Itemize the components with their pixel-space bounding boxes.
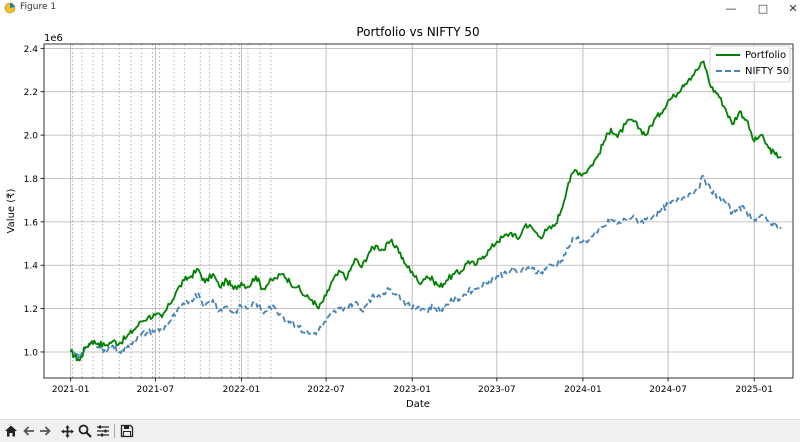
legend: Portfolio NIFTY 50: [709, 45, 791, 83]
series-group: [69, 60, 782, 362]
x-tick-label: 2023-07: [478, 385, 516, 395]
x-tick-label: 2025-01: [735, 385, 773, 395]
y-axis-label: Value (₹): [6, 189, 17, 234]
configure-icon: [97, 425, 109, 437]
x-tick-label: 2022-07: [307, 385, 345, 395]
figure-canvas[interactable]: Portfolio vs NIFTY 50 1e6 2021-01 2021-07…: [0, 17, 800, 419]
save-icon: [120, 424, 134, 438]
grid: [44, 44, 793, 378]
x-ticks: 2021-01 2021-07 2022-01 2022-07 2023-01 2023-…: [52, 378, 773, 395]
y-tick-label: 2.4: [24, 45, 39, 55]
x-tick-label: 2022-01: [223, 385, 261, 395]
nifty-line: [69, 174, 782, 361]
configure-button[interactable]: [94, 423, 112, 439]
home-icon: [5, 425, 17, 437]
x-tick-label: 2023-01: [393, 385, 431, 395]
x-tick-label: 2021-01: [52, 385, 90, 395]
toolbar-separator: [114, 424, 115, 438]
minimize-icon: —: [725, 2, 737, 15]
home-button[interactable]: [2, 423, 20, 439]
y-tick-label: 1.0: [24, 348, 39, 358]
plot-frame: [43, 43, 794, 379]
zoom-icon: [78, 424, 92, 438]
legend-portfolio-label: Portfolio: [745, 50, 786, 61]
y-tick-label: 1.2: [24, 305, 38, 315]
y-tick-label: 1.8: [24, 175, 39, 185]
portfolio-line: [69, 60, 782, 362]
y-tick-label: 2.2: [24, 88, 38, 98]
chart: Portfolio vs NIFTY 50 1e6 2021-01 2021-07…: [6, 25, 794, 410]
y-tick-label: 1.6: [24, 218, 39, 228]
x-tick-label: 2024-07: [649, 385, 687, 395]
zoom-button[interactable]: [76, 423, 94, 439]
maximize-button[interactable]: □: [740, 0, 786, 17]
minimize-button[interactable]: —: [708, 0, 754, 17]
y-ticks: 1.0 1.2 1.4 1.6 1.8 2.0 2.2 2.4: [24, 45, 44, 358]
window-title: Figure 1: [20, 2, 57, 12]
legend-nifty-label: NIFTY 50: [745, 66, 789, 77]
close-icon: ✕: [788, 2, 798, 15]
y-tick-label: 2.0: [24, 132, 39, 142]
back-icon: [23, 426, 34, 436]
navigation-toolbar: [0, 419, 800, 442]
forward-button[interactable]: [36, 423, 54, 439]
maximize-icon: □: [757, 2, 769, 15]
close-button[interactable]: ✕: [770, 0, 800, 17]
x-tick-label: 2024-01: [564, 385, 602, 395]
matplotlib-app-icon: [4, 2, 16, 14]
chart-title: Portfolio vs NIFTY 50: [356, 25, 479, 39]
x-tick-label: 2021-07: [137, 385, 175, 395]
forward-icon: [40, 426, 51, 436]
y-offset-label: 1e6: [44, 33, 63, 44]
window-titlebar: Figure 1 — □ ✕: [0, 0, 800, 18]
pan-button[interactable]: [58, 423, 76, 439]
pan-icon: [60, 424, 74, 438]
y-tick-label: 1.4: [24, 262, 39, 272]
back-button[interactable]: [20, 423, 38, 439]
x-axis-label: Date: [406, 399, 430, 410]
save-button[interactable]: [118, 423, 136, 439]
